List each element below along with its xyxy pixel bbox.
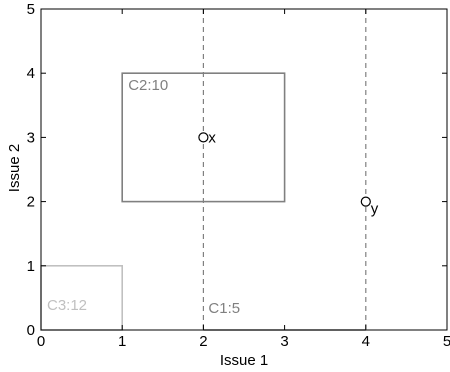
- x-tick-label: 5: [443, 333, 450, 350]
- x-tick-label: 1: [118, 333, 126, 350]
- points: xy: [198, 129, 379, 218]
- point-label-y: y: [371, 201, 379, 218]
- region-label-2: C3:12: [47, 297, 87, 314]
- y-tick-label: 1: [27, 258, 35, 275]
- x-tick-label: 3: [280, 333, 288, 350]
- region-label-0: C1:5: [208, 300, 240, 317]
- point-x: [198, 132, 209, 143]
- x-tick-label: 2: [199, 333, 207, 350]
- x-tick-label: 0: [37, 333, 45, 350]
- y-tick-label: 2: [27, 194, 35, 211]
- plot-frame: [40, 8, 448, 331]
- regions: C1:5 C2:10 C3:12: [40, 72, 366, 331]
- x-axis-label: Issue 1: [220, 352, 268, 369]
- region-label-1: C2:10: [128, 77, 168, 94]
- y-tick-label: 5: [27, 1, 35, 18]
- point-y: [360, 196, 371, 207]
- y-tick-label: 3: [27, 129, 35, 146]
- y-tick-label: 4: [27, 65, 35, 82]
- axis-ticks: 0 1 2 3 4 5 0 1 2 3 4 5: [27, 1, 450, 350]
- point-label-x: x: [208, 129, 216, 146]
- y-tick-label: 0: [27, 322, 35, 339]
- x-tick-label: 4: [362, 333, 370, 350]
- y-axis-label: Issue 2: [6, 144, 23, 192]
